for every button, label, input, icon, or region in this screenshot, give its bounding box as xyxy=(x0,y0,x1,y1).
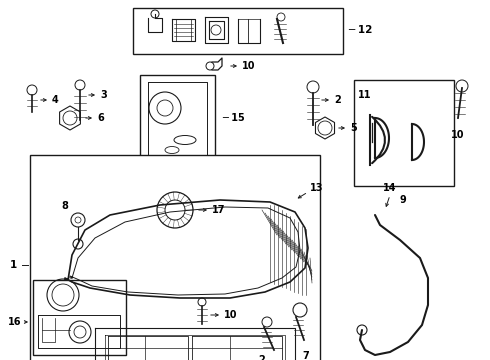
Bar xyxy=(133,8,343,54)
FancyArrowPatch shape xyxy=(372,117,385,163)
Text: 6: 6 xyxy=(97,113,104,123)
Bar xyxy=(30,155,320,360)
Text: 17: 17 xyxy=(212,205,225,215)
Text: ─ 15: ─ 15 xyxy=(222,113,245,123)
Text: 10: 10 xyxy=(224,310,238,320)
Text: 8: 8 xyxy=(62,201,69,211)
Text: 3: 3 xyxy=(100,90,107,100)
Text: 10: 10 xyxy=(451,130,465,140)
Text: 2: 2 xyxy=(334,95,341,105)
Text: 5: 5 xyxy=(350,123,357,133)
Text: 9: 9 xyxy=(400,195,406,205)
Bar xyxy=(354,80,454,186)
Bar xyxy=(33,280,126,355)
Text: 13: 13 xyxy=(310,183,323,193)
Text: 2: 2 xyxy=(259,355,266,360)
Text: ─ 12: ─ 12 xyxy=(348,25,372,35)
Text: 1: 1 xyxy=(10,260,17,270)
Text: 14: 14 xyxy=(383,183,397,193)
Text: 11: 11 xyxy=(358,90,372,100)
Text: 4: 4 xyxy=(52,95,59,105)
Bar xyxy=(140,75,215,163)
Text: 16: 16 xyxy=(8,317,22,327)
Text: 10: 10 xyxy=(242,61,255,71)
Text: 7: 7 xyxy=(303,351,309,360)
